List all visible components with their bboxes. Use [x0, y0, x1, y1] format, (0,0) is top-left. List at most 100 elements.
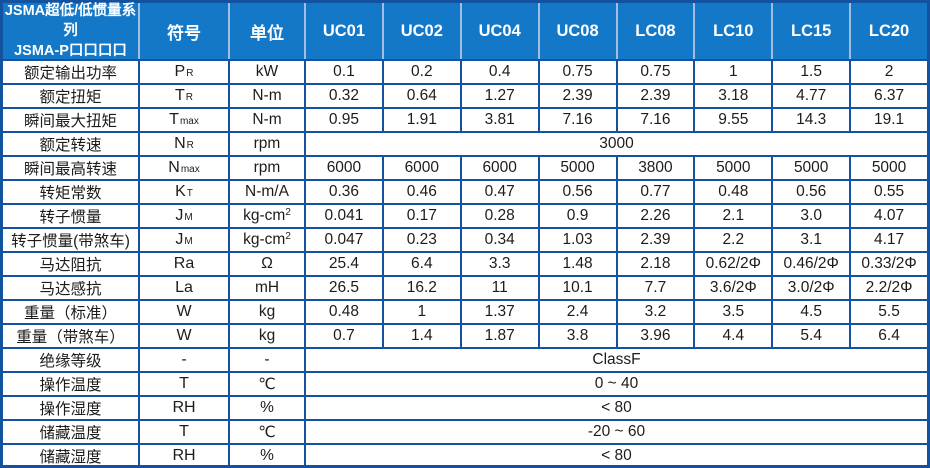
symbol-cell: T	[138, 373, 228, 395]
value-cell: 2.39	[537, 85, 616, 107]
symbol-cell: W	[138, 301, 228, 323]
row-label: 储藏湿度	[39, 449, 102, 466]
unit-cell: -	[228, 349, 304, 371]
column-header-lc10: LC10	[693, 3, 771, 59]
value-cell: 1.5	[771, 61, 849, 83]
value-cell: 2.39	[615, 229, 694, 251]
symbol-base: J	[175, 207, 184, 224]
spec-row: 操作温度 T ℃ 0 ~ 40	[3, 371, 927, 395]
value-cell: 3.0	[771, 205, 849, 227]
unit-cell: %	[228, 445, 304, 467]
value-cell: 3.18	[693, 85, 771, 107]
unit-text: ℃	[258, 423, 276, 441]
value-cell: 2.2/2Φ	[849, 277, 927, 299]
value-cell: 1.48	[537, 253, 616, 275]
value-cell: 6.37	[849, 85, 927, 107]
symbol-base: N	[174, 135, 186, 152]
row-label: 瞬间最高转速	[23, 161, 117, 178]
unit-text: kg	[258, 303, 276, 320]
row-label: 重量（标准）	[23, 305, 117, 322]
value-cell: 5000	[849, 157, 927, 179]
value-cell: 6.4	[381, 253, 460, 275]
value-cell: 3.5	[693, 301, 771, 323]
value-cell: 5000	[771, 157, 849, 179]
row-label: 额定输出功率	[23, 65, 117, 82]
value-cell: 2.2	[693, 229, 771, 251]
row-label: 操作湿度	[39, 401, 102, 418]
value-cell: 5.5	[849, 301, 927, 323]
column-header-uc01: UC01	[304, 3, 382, 59]
value-cell: 10.1	[537, 277, 616, 299]
value-cell: 11	[459, 277, 538, 299]
value-cell: 2.39	[615, 85, 694, 107]
merged-value-cell: 0 ~ 40	[304, 373, 927, 395]
unit-text: mH	[254, 279, 280, 296]
value-cell: 4.5	[771, 301, 849, 323]
value-cell: 0.56	[771, 181, 849, 203]
symbol-base: La	[175, 279, 193, 296]
merged-value-cell: < 80	[304, 445, 927, 467]
symbol-cell: La	[138, 277, 228, 299]
symbol-base: RH	[172, 399, 196, 416]
symbol-cell: T	[138, 421, 228, 443]
merged-value-cell: -20 ~ 60	[304, 421, 927, 443]
column-header-lc08: LC08	[615, 3, 694, 59]
column-header-uc02: UC02	[381, 3, 460, 59]
symbol-base: Ra	[173, 255, 195, 272]
value-cell: 2.26	[615, 205, 694, 227]
value-cell: 3.1	[771, 229, 849, 251]
value-cell: 3.3	[459, 253, 538, 275]
column-header-lc20: LC20	[849, 3, 927, 59]
symbol-base: T	[169, 111, 179, 128]
symbol-base: K	[175, 183, 186, 200]
value-cell: 1.91	[381, 109, 460, 131]
value-cell: 0.36	[304, 181, 382, 203]
value-cell: 1.4	[381, 325, 460, 347]
value-cell: 6000	[304, 157, 382, 179]
value-cell: 5.4	[771, 325, 849, 347]
unit-cell: kg-cm 2	[228, 205, 304, 227]
row-label: 马达阻抗	[39, 257, 102, 274]
value-cell: 2.4	[537, 301, 616, 323]
row-label: 重量（带煞车）	[16, 329, 125, 346]
value-cell: 1.03	[537, 229, 616, 251]
value-cell: 0.7	[304, 325, 382, 347]
spec-row: 马达阻抗 Ra Ω 25.4 6.4 3.3 1.48 2.18 0.62/2Φ 0.46/2Φ 0…	[3, 251, 927, 275]
row-label: 转子惯量	[39, 209, 102, 226]
spec-row: 额定扭矩 T R N-m 0.32 0.64 1.27 2.39 2.39 3.18 4.77 6.3…	[3, 83, 927, 107]
value-cell: 1	[381, 301, 460, 323]
value-cell: 9.55	[693, 109, 771, 131]
symbol-base: T	[179, 375, 189, 392]
value-cell: 0.1	[304, 61, 382, 83]
value-cell: 0.46/2Φ	[771, 253, 849, 275]
value-cell: 7.16	[615, 109, 694, 131]
value-cell: 1.87	[459, 325, 538, 347]
symbol-column-header: 符号	[138, 3, 228, 59]
unit-text: %	[260, 399, 274, 416]
unit-cell: kg	[228, 301, 304, 323]
unit-cell: %	[228, 397, 304, 419]
value-cell: 6.4	[849, 325, 927, 347]
unit-cell: kg	[228, 325, 304, 347]
value-cell: 6000	[381, 157, 460, 179]
row-label: 额定转速	[39, 137, 102, 154]
spec-row: 操作湿度 RH% < 80	[3, 395, 927, 419]
value-cell: 0.28	[459, 205, 538, 227]
value-cell: 14.3	[771, 109, 849, 131]
value-cell: 0.9	[537, 205, 616, 227]
value-cell: 0.4	[459, 61, 538, 83]
spec-row: 转矩常数 K T N-m/A 0.36 0.46 0.47 0.56 0.77 0.48 0.56 0…	[3, 179, 927, 203]
unit-text: -	[264, 351, 270, 368]
unit-cell: rpm	[228, 157, 304, 179]
value-cell: 3.6/2Φ	[693, 277, 771, 299]
value-cell: 3800	[615, 157, 694, 179]
value-cell: 3.81	[459, 109, 538, 131]
row-label: 瞬间最大扭矩	[23, 113, 117, 130]
unit-cell: N-m	[228, 109, 304, 131]
